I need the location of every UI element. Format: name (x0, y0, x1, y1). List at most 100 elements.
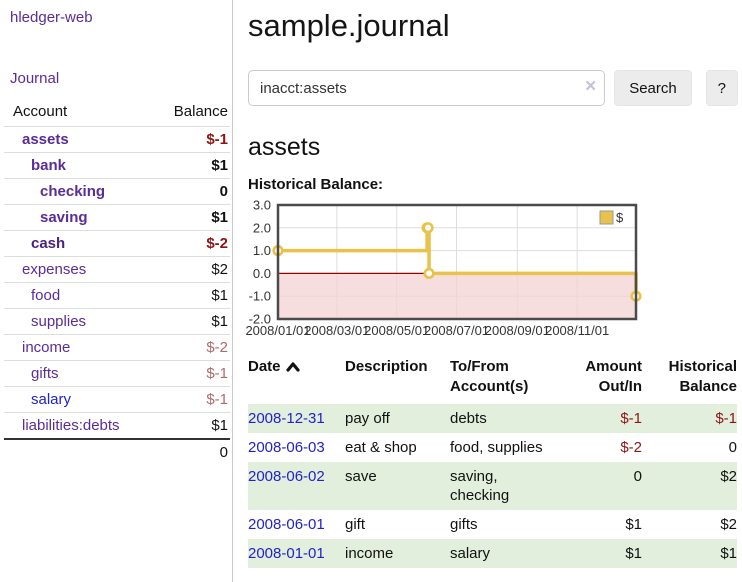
account-balance: $-1 (206, 391, 228, 408)
account-balance: $2 (211, 261, 228, 278)
page-title: sample.journal (248, 8, 450, 43)
account-row: liabilities:debts $1 (4, 412, 230, 438)
account-row: income $-2 (4, 334, 230, 360)
chart-title: Historical Balance: (248, 176, 384, 193)
transaction-amount: $1 (625, 516, 642, 533)
transaction-accounts: debts (450, 410, 487, 427)
account-balance: $-2 (206, 235, 228, 252)
account-link-gifts[interactable]: gifts (31, 365, 59, 382)
transaction-accounts: salary (450, 545, 491, 562)
account-link-food[interactable]: food (31, 287, 61, 304)
svg-text:2008/09/01: 2008/09/01 (485, 323, 550, 338)
account-row: food $1 (4, 282, 230, 308)
search-button[interactable]: Search (614, 70, 692, 106)
accounts-table-header: Account Balance (4, 100, 230, 126)
transaction-description: save (345, 468, 377, 485)
svg-text:$: $ (616, 210, 624, 225)
transaction-amount: $-1 (620, 410, 642, 427)
transaction-date-link[interactable]: 2008-06-03 (248, 439, 325, 456)
sidebar-item-journal[interactable]: Journal (10, 70, 60, 87)
svg-text:0.0: 0.0 (253, 266, 271, 281)
account-link-checking[interactable]: checking (40, 183, 106, 200)
column-header-balance[interactable]: Historical Balance (668, 358, 737, 395)
accounts-total-row: 0 (4, 438, 230, 464)
transaction-description: pay off (345, 410, 390, 427)
app-brand-link[interactable]: hledger-web (10, 9, 93, 26)
account-balance: $-2 (206, 339, 228, 356)
accounts-table: Account Balance assets $-1 bank $1 checking 0… (4, 100, 230, 464)
column-header-accounts[interactable]: To/From Account(s) (450, 358, 529, 395)
transaction-description: income (345, 545, 394, 562)
account-row: checking 0 (4, 178, 230, 204)
accounts-total-value: 0 (219, 443, 228, 461)
account-column-header: Account (13, 103, 68, 120)
search-form: × Search ? (248, 70, 738, 106)
account-row: bank $1 (4, 152, 230, 178)
transactions-body: 2008-12-31 pay off debts $-1 $-1 2008-06-03 ea… (248, 404, 737, 568)
account-row: saving $1 (4, 204, 230, 230)
clear-search-icon[interactable]: × (585, 76, 597, 97)
account-link-liabilities:debts[interactable]: liabilities:debts (22, 417, 120, 434)
account-balance: $1 (211, 417, 228, 434)
account-link-salary[interactable]: salary (31, 391, 72, 408)
transaction-accounts: gifts (450, 516, 478, 533)
svg-text:1.0: 1.0 (253, 243, 271, 258)
sidebar: hledger-web Journal Account Balance asse… (0, 0, 233, 582)
transaction-balance: $1 (720, 545, 737, 562)
transaction-accounts: saving, checking (450, 468, 510, 504)
account-balance: $-1 (206, 131, 228, 148)
transaction-accounts: food, supplies (450, 439, 543, 456)
column-header-date[interactable]: Date (248, 355, 345, 404)
account-row: salary $-1 (4, 386, 230, 412)
sort-ascending-icon (285, 362, 300, 372)
transaction-balance: $2 (720, 468, 737, 485)
transaction-amount: $-2 (620, 439, 642, 456)
account-row: assets $-1 (4, 126, 230, 152)
account-balance: $1 (211, 209, 228, 226)
account-link-cash[interactable]: cash (31, 235, 66, 252)
account-row: cash $-2 (4, 230, 230, 256)
transaction-balance: 0 (728, 439, 737, 456)
transaction-row: 2008-12-31 pay off debts $-1 $-1 (248, 404, 737, 433)
svg-text:2008/05/01: 2008/05/01 (364, 323, 429, 338)
account-rows: assets $-1 bank $1 checking 0 saving $1 cash $-2 e… (4, 126, 230, 438)
help-button[interactable]: ? (705, 70, 738, 106)
transactions-header-row: Date Description To/From Account(s) Amou… (248, 355, 737, 404)
search-input[interactable] (248, 70, 606, 106)
transaction-description: eat & shop (345, 439, 417, 456)
account-link-income[interactable]: income (22, 339, 71, 356)
account-link-supplies[interactable]: supplies (31, 313, 87, 330)
transaction-date-link[interactable]: 2008-01-01 (248, 545, 325, 562)
account-link-assets[interactable]: assets (22, 131, 69, 148)
transaction-date-link[interactable]: 2008-12-31 (248, 410, 325, 427)
svg-text:-2.0: -2.0 (249, 312, 271, 327)
account-link-saving[interactable]: saving (40, 209, 88, 226)
account-link-expenses[interactable]: expenses (22, 261, 87, 278)
transaction-row: 2008-06-03 eat & shop food, supplies $-2 0 (248, 433, 737, 462)
transaction-balance: $2 (720, 516, 737, 533)
transaction-row: 2008-06-02 save saving, checking 0 $2 (248, 462, 737, 510)
account-balance: 0 (219, 183, 228, 200)
account-heading: assets (248, 133, 321, 161)
main-content: sample.journal × Search ? assets Histori… (245, 0, 738, 568)
column-header-description[interactable]: Description (345, 358, 428, 375)
svg-text:2.0: 2.0 (253, 220, 271, 235)
historical-balance-chart[interactable]: $ -2.0 -1.0 0.0 1.0 2.0 3.0 2008/01/012008/03/0… (242, 197, 739, 342)
account-row: expenses $2 (4, 256, 230, 282)
svg-text:2008/01/01: 2008/01/01 (245, 323, 310, 338)
account-balance: $-1 (206, 365, 228, 382)
transaction-row: 2008-01-01 income salary $1 $1 (248, 539, 737, 568)
account-row: supplies $1 (4, 308, 230, 334)
svg-text:-1.0: -1.0 (249, 289, 271, 304)
svg-text:2008/03/01: 2008/03/01 (304, 323, 369, 338)
transaction-row: 2008-06-01 gift gifts $1 $2 (248, 510, 737, 539)
transaction-description: gift (345, 516, 366, 533)
transaction-amount: $1 (625, 545, 642, 562)
svg-text:2008/07/01: 2008/07/01 (424, 323, 489, 338)
account-link-bank[interactable]: bank (31, 157, 67, 174)
svg-text:3.0: 3.0 (253, 198, 271, 213)
account-row: gifts $-1 (4, 360, 230, 386)
transaction-date-link[interactable]: 2008-06-01 (248, 516, 325, 533)
column-header-amount[interactable]: Amount Out/In (585, 358, 642, 395)
transaction-date-link[interactable]: 2008-06-02 (248, 468, 325, 485)
